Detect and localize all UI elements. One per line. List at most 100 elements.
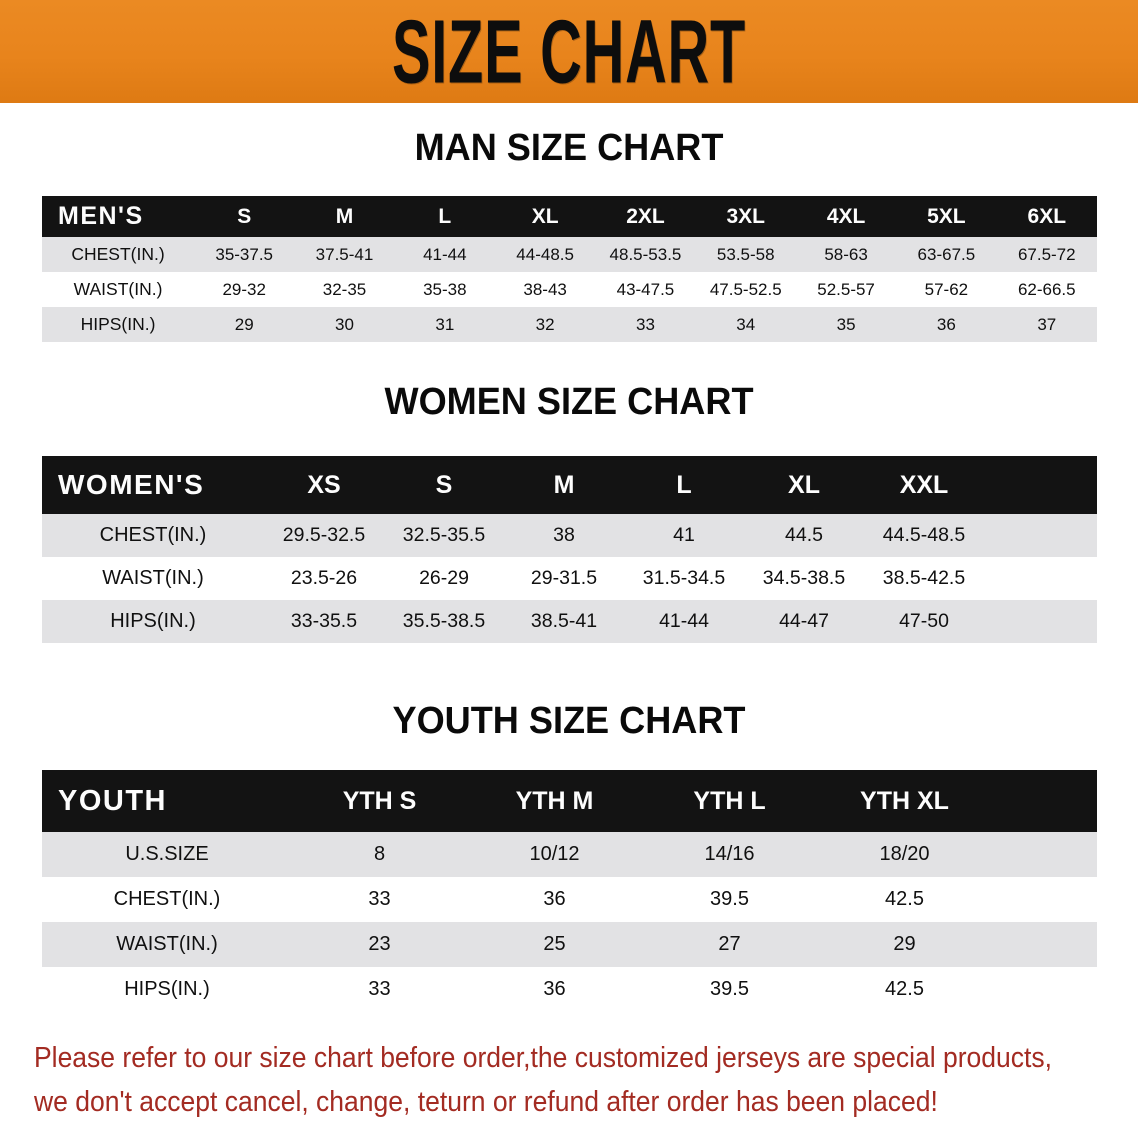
women-table-head: WOMEN'S XS S M L XL XXL [42,456,1097,514]
youth-waist-l: 27 [642,922,817,967]
youth-waist-s: 23 [292,922,467,967]
men-table-head: MEN'S S M L XL 2XL 3XL 4XL 5XL 6XL [42,196,1097,237]
youth-col-header-s: YTH S [292,770,467,832]
men-waist-2xl: 43-47.5 [595,272,696,307]
table-row: WAIST(IN.) 23.5-26 26-29 29-31.5 31.5-34… [42,557,1097,600]
women-hips-xxl: 47-50 [864,600,984,643]
men-chest-s: 35-37.5 [194,237,295,272]
women-col-header-xs: XS [264,456,384,514]
men-table-body: CHEST(IN.) 35-37.5 37.5-41 41-44 44-48.5… [42,237,1097,342]
table-row: CHEST(IN.) 29.5-32.5 32.5-35.5 38 41 44.… [42,514,1097,557]
women-hips-l: 41-44 [624,600,744,643]
men-waist-m: 32-35 [294,272,395,307]
men-waist-3xl: 47.5-52.5 [695,272,796,307]
men-col-header-3xl: 3XL [695,196,796,237]
men-chest-2xl: 48.5-53.5 [595,237,696,272]
women-col-header-xxl: XXL [864,456,984,514]
women-waist-filler [984,557,1097,600]
table-row: WAIST(IN.) 23 25 27 29 [42,922,1097,967]
men-hips-6xl: 37 [996,307,1097,342]
youth-table-head: YOUTH YTH S YTH M YTH L YTH XL [42,770,1097,832]
disclaimer-line-1: Please refer to our size chart before or… [34,1042,1053,1074]
section-title-youth: YOUTH SIZE CHART [392,700,746,742]
women-hips-xs: 33-35.5 [264,600,384,643]
women-waist-l: 31.5-34.5 [624,557,744,600]
women-col-header-s: S [384,456,504,514]
youth-hips-l: 39.5 [642,967,817,1012]
men-hips-2xl: 33 [595,307,696,342]
men-chest-3xl: 53.5-58 [695,237,796,272]
youth-size-table: YOUTH YTH S YTH M YTH L YTH XL U.S.SIZE … [42,770,1097,1012]
women-chest-m: 38 [504,514,624,557]
women-chest-filler [984,514,1097,557]
youth-ussize-xl: 18/20 [817,832,992,877]
men-waist-l: 35-38 [394,272,495,307]
section-title-man: MAN SIZE CHART [414,127,724,169]
youth-ussize-l: 14/16 [642,832,817,877]
table-row: U.S.SIZE 8 10/12 14/16 18/20 [42,832,1097,877]
youth-chest-l: 39.5 [642,877,817,922]
women-chest-xl: 44.5 [744,514,864,557]
men-col-header-4xl: 4XL [795,196,897,237]
women-header-filler [984,456,1097,514]
women-row-label-waist: WAIST(IN.) [42,557,264,600]
table-row: WAIST(IN.) 29-32 32-35 35-38 38-43 43-47… [42,272,1097,307]
youth-col-header-xl: YTH XL [817,770,992,832]
men-header-row: MEN'S S M L XL 2XL 3XL 4XL 5XL 6XL [42,196,1097,237]
youth-chest-xl: 42.5 [817,877,992,922]
youth-ussize-m: 10/12 [467,832,642,877]
youth-corner-label: YOUTH [42,770,292,832]
women-size-table: WOMEN'S XS S M L XL XXL CHEST(IN.) 29.5-… [42,456,1097,643]
youth-row-label-waist: WAIST(IN.) [42,922,292,967]
youth-table-body: U.S.SIZE 8 10/12 14/16 18/20 CHEST(IN.) … [42,832,1097,1012]
men-waist-5xl: 57-62 [896,272,997,307]
men-size-table: MEN'S S M L XL 2XL 3XL 4XL 5XL 6XL CHEST… [42,196,1097,342]
men-hips-5xl: 36 [896,307,997,342]
youth-col-header-m: YTH M [467,770,642,832]
youth-row-label-ussize: U.S.SIZE [42,832,292,877]
youth-waist-filler [992,922,1097,967]
men-row-label-hips: HIPS(IN.) [42,307,195,342]
women-hips-xl: 44-47 [744,600,864,643]
youth-row-label-chest: CHEST(IN.) [42,877,292,922]
youth-row-label-hips: HIPS(IN.) [42,967,292,1012]
youth-hips-xl: 42.5 [817,967,992,1012]
men-col-header-2xl: 2XL [595,196,696,237]
men-chest-l: 41-44 [394,237,495,272]
women-hips-s: 35.5-38.5 [384,600,504,643]
page-banner: SIZE CHART [0,0,1138,103]
youth-hips-filler [992,967,1097,1012]
women-chest-xxl: 44.5-48.5 [864,514,984,557]
men-waist-xl: 38-43 [494,272,596,307]
youth-waist-m: 25 [467,922,642,967]
table-row: HIPS(IN.) 33-35.5 35.5-38.5 38.5-41 41-4… [42,600,1097,643]
table-row: HIPS(IN.) 29 30 31 32 33 34 35 36 37 [42,307,1097,342]
women-col-header-m: M [504,456,624,514]
youth-chest-s: 33 [292,877,467,922]
section-title-women: WOMEN SIZE CHART [384,381,754,423]
women-chest-l: 41 [624,514,744,557]
women-corner-label: WOMEN'S [42,456,264,514]
men-hips-4xl: 35 [795,307,897,342]
youth-ussize-s: 8 [292,832,467,877]
men-chest-6xl: 67.5-72 [996,237,1097,272]
women-waist-s: 26-29 [384,557,504,600]
women-hips-m: 38.5-41 [504,600,624,643]
women-col-header-xl: XL [744,456,864,514]
table-row: CHEST(IN.) 35-37.5 37.5-41 41-44 44-48.5… [42,237,1097,272]
men-hips-m: 30 [294,307,395,342]
youth-col-header-l: YTH L [642,770,817,832]
women-row-label-chest: CHEST(IN.) [42,514,264,557]
women-row-label-hips: HIPS(IN.) [42,600,264,643]
youth-hips-m: 36 [467,967,642,1012]
men-row-label-waist: WAIST(IN.) [42,272,195,307]
women-chest-xs: 29.5-32.5 [264,514,384,557]
men-col-header-5xl: 5XL [896,196,997,237]
youth-chest-m: 36 [467,877,642,922]
youth-ussize-filler [992,832,1097,877]
men-col-header-6xl: 6XL [996,196,1097,237]
women-header-row: WOMEN'S XS S M L XL XXL [42,456,1097,514]
men-col-header-s: S [194,196,295,237]
men-col-header-xl: XL [494,196,596,237]
